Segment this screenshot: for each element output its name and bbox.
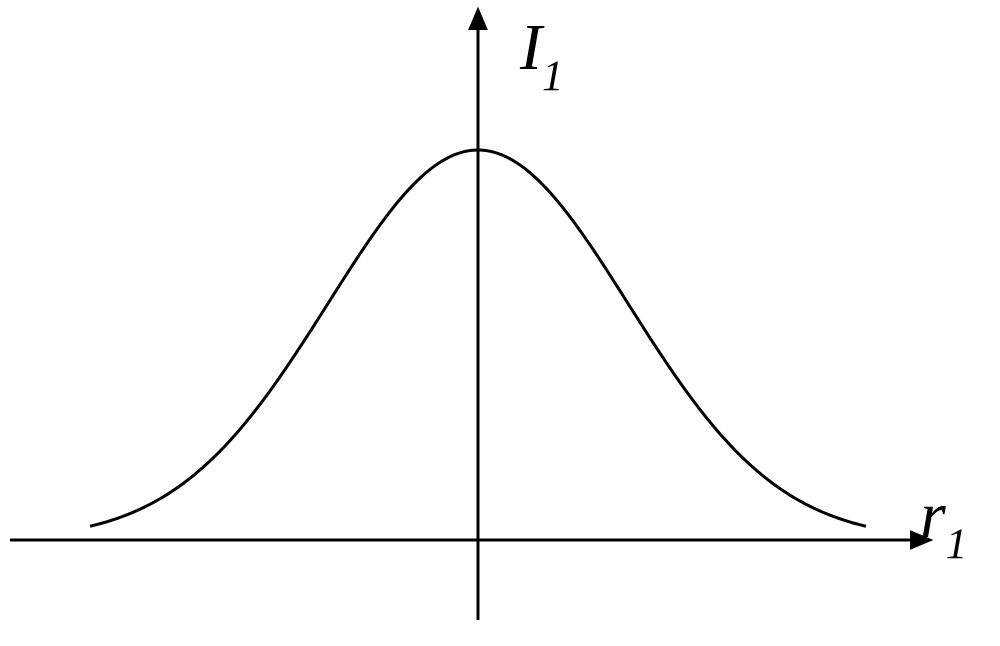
chart-svg xyxy=(0,0,1000,646)
x-axis-label-sub: 1 xyxy=(946,521,967,568)
x-axis-label: r1 xyxy=(920,478,967,562)
y-axis-label: I1 xyxy=(520,10,563,94)
x-axis-label-main: r xyxy=(920,479,946,552)
y-axis-label-main: I xyxy=(520,11,542,84)
y-axis-label-sub: 1 xyxy=(542,53,563,100)
chart-container: I1 r1 xyxy=(0,0,1000,646)
